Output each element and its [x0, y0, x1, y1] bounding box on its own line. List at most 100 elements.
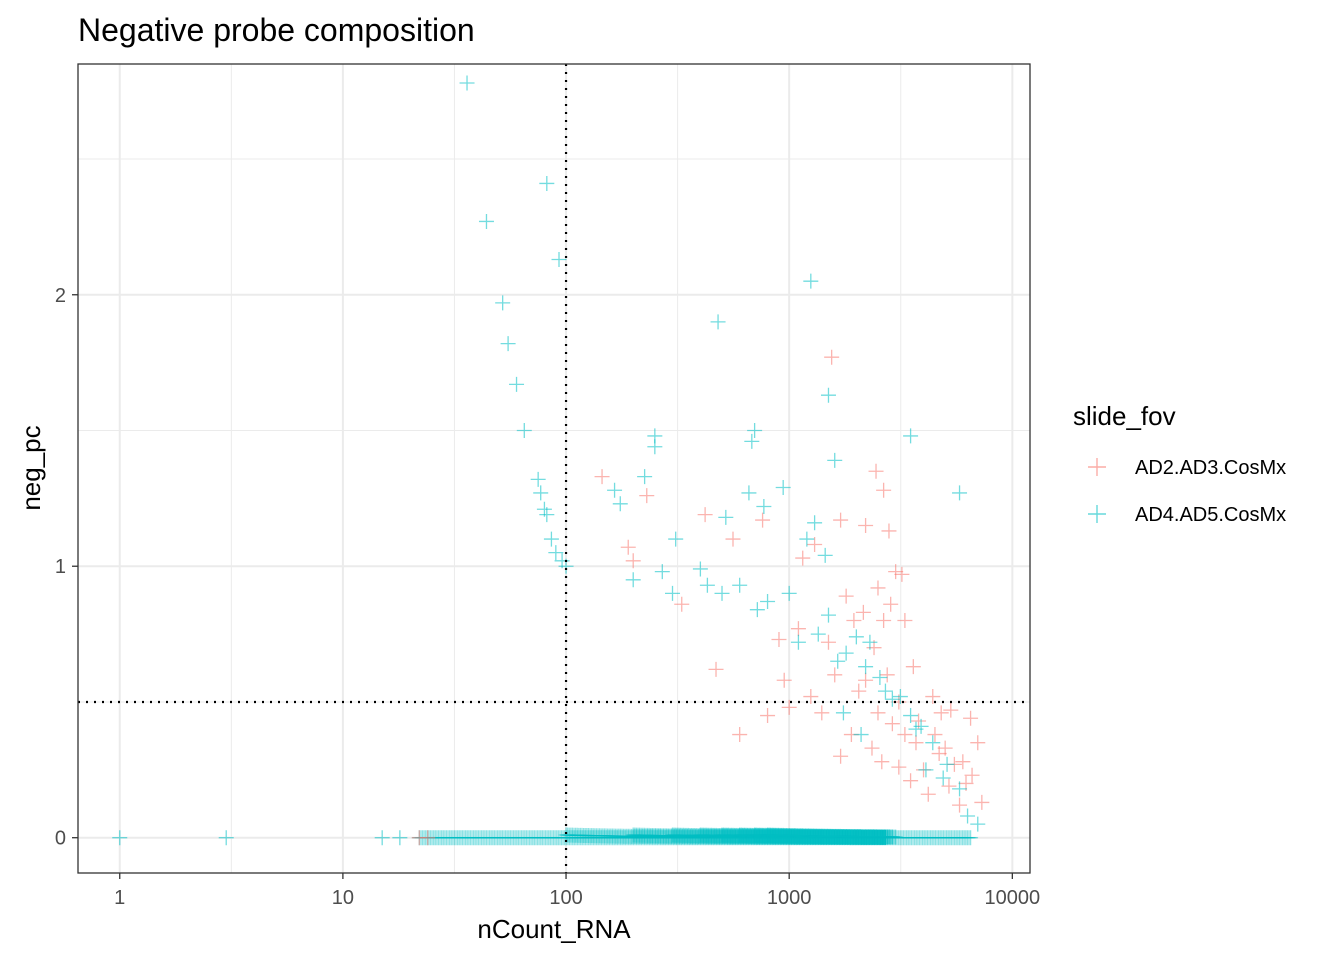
- data-point: [836, 829, 852, 845]
- data-point: [647, 439, 663, 455]
- data-point: [790, 634, 806, 650]
- data-point: [881, 830, 897, 846]
- data-point: [810, 829, 826, 845]
- data-point: [853, 829, 869, 845]
- data-point: [873, 829, 889, 845]
- data-point: [612, 496, 628, 512]
- data-point: [871, 829, 887, 845]
- data-point: [506, 830, 522, 846]
- data-point: [652, 828, 668, 844]
- data-point: [959, 830, 975, 846]
- data-point: [809, 828, 825, 844]
- data-points: [112, 75, 990, 846]
- data-point: [769, 830, 785, 846]
- data-point: [694, 827, 710, 843]
- data-point: [875, 830, 891, 846]
- data-point: [754, 828, 770, 844]
- data-point: [714, 827, 730, 843]
- data-point: [627, 828, 643, 844]
- data-point: [673, 830, 689, 846]
- data-point: [595, 828, 611, 844]
- data-point: [660, 828, 676, 844]
- data-point: [764, 827, 780, 843]
- data-point: [873, 830, 889, 846]
- data-point: [724, 829, 740, 845]
- data-point: [731, 828, 747, 844]
- data-point: [784, 829, 800, 845]
- data-point: [579, 828, 595, 844]
- data-point: [867, 829, 883, 845]
- data-point: [704, 827, 720, 843]
- data-point: [788, 829, 804, 845]
- data-point: [790, 621, 806, 637]
- data-point: [756, 828, 772, 844]
- data-point: [860, 830, 876, 846]
- data-point: [755, 512, 771, 528]
- data-point: [724, 830, 740, 846]
- data-point: [720, 828, 736, 844]
- data-point: [823, 830, 839, 846]
- data-point: [576, 827, 592, 843]
- data-point: [974, 794, 990, 810]
- data-point: [811, 829, 827, 845]
- data-point: [660, 829, 676, 845]
- data-point: [868, 830, 884, 846]
- data-point: [878, 829, 894, 845]
- data-point: [857, 829, 873, 845]
- data-point: [771, 828, 787, 844]
- data-point: [670, 830, 686, 846]
- data-point: [825, 829, 841, 845]
- data-point: [796, 829, 812, 845]
- data-point: [725, 531, 741, 547]
- data-point: [859, 829, 875, 845]
- data-point: [516, 422, 532, 438]
- data-point: [807, 829, 823, 845]
- data-point: [670, 829, 686, 845]
- data-point: [789, 828, 805, 844]
- data-point: [750, 827, 766, 843]
- data-point: [807, 828, 823, 844]
- data-point: [736, 827, 752, 843]
- data-point: [790, 830, 806, 846]
- data-point: [953, 830, 969, 846]
- data-point: [831, 829, 847, 845]
- data-point: [793, 828, 809, 844]
- data-point: [608, 830, 624, 846]
- data-point: [469, 830, 485, 846]
- data-point: [707, 828, 723, 844]
- x-axis: 1 10 100 1000 10000: [114, 873, 1040, 909]
- data-point: [685, 830, 701, 846]
- data-point: [744, 828, 760, 844]
- data-point: [818, 828, 834, 844]
- data-point: [749, 602, 765, 618]
- data-point: [721, 829, 737, 845]
- data-point: [648, 828, 664, 844]
- data-point: [491, 830, 507, 846]
- data-point: [802, 829, 818, 845]
- data-point: [858, 672, 874, 688]
- data-point: [884, 691, 900, 707]
- data-point: [932, 830, 948, 846]
- data-point: [783, 828, 799, 844]
- data-point: [799, 829, 815, 845]
- data-point: [501, 830, 517, 846]
- data-point: [915, 830, 931, 846]
- data-point: [374, 830, 390, 846]
- data-point: [763, 829, 779, 845]
- data-point: [648, 830, 664, 846]
- data-point: [627, 830, 643, 846]
- data-point: [806, 830, 822, 846]
- data-point: [773, 828, 789, 844]
- data-point: [857, 829, 873, 845]
- data-point: [740, 827, 756, 843]
- data-point: [797, 829, 813, 845]
- data-point: [842, 829, 858, 845]
- data-point: [838, 829, 854, 845]
- data-point: [478, 213, 494, 229]
- data-point: [733, 827, 749, 843]
- data-point: [876, 829, 892, 845]
- data-point: [862, 829, 878, 845]
- data-point: [737, 829, 753, 845]
- data-point: [852, 829, 868, 845]
- data-point: [571, 830, 587, 846]
